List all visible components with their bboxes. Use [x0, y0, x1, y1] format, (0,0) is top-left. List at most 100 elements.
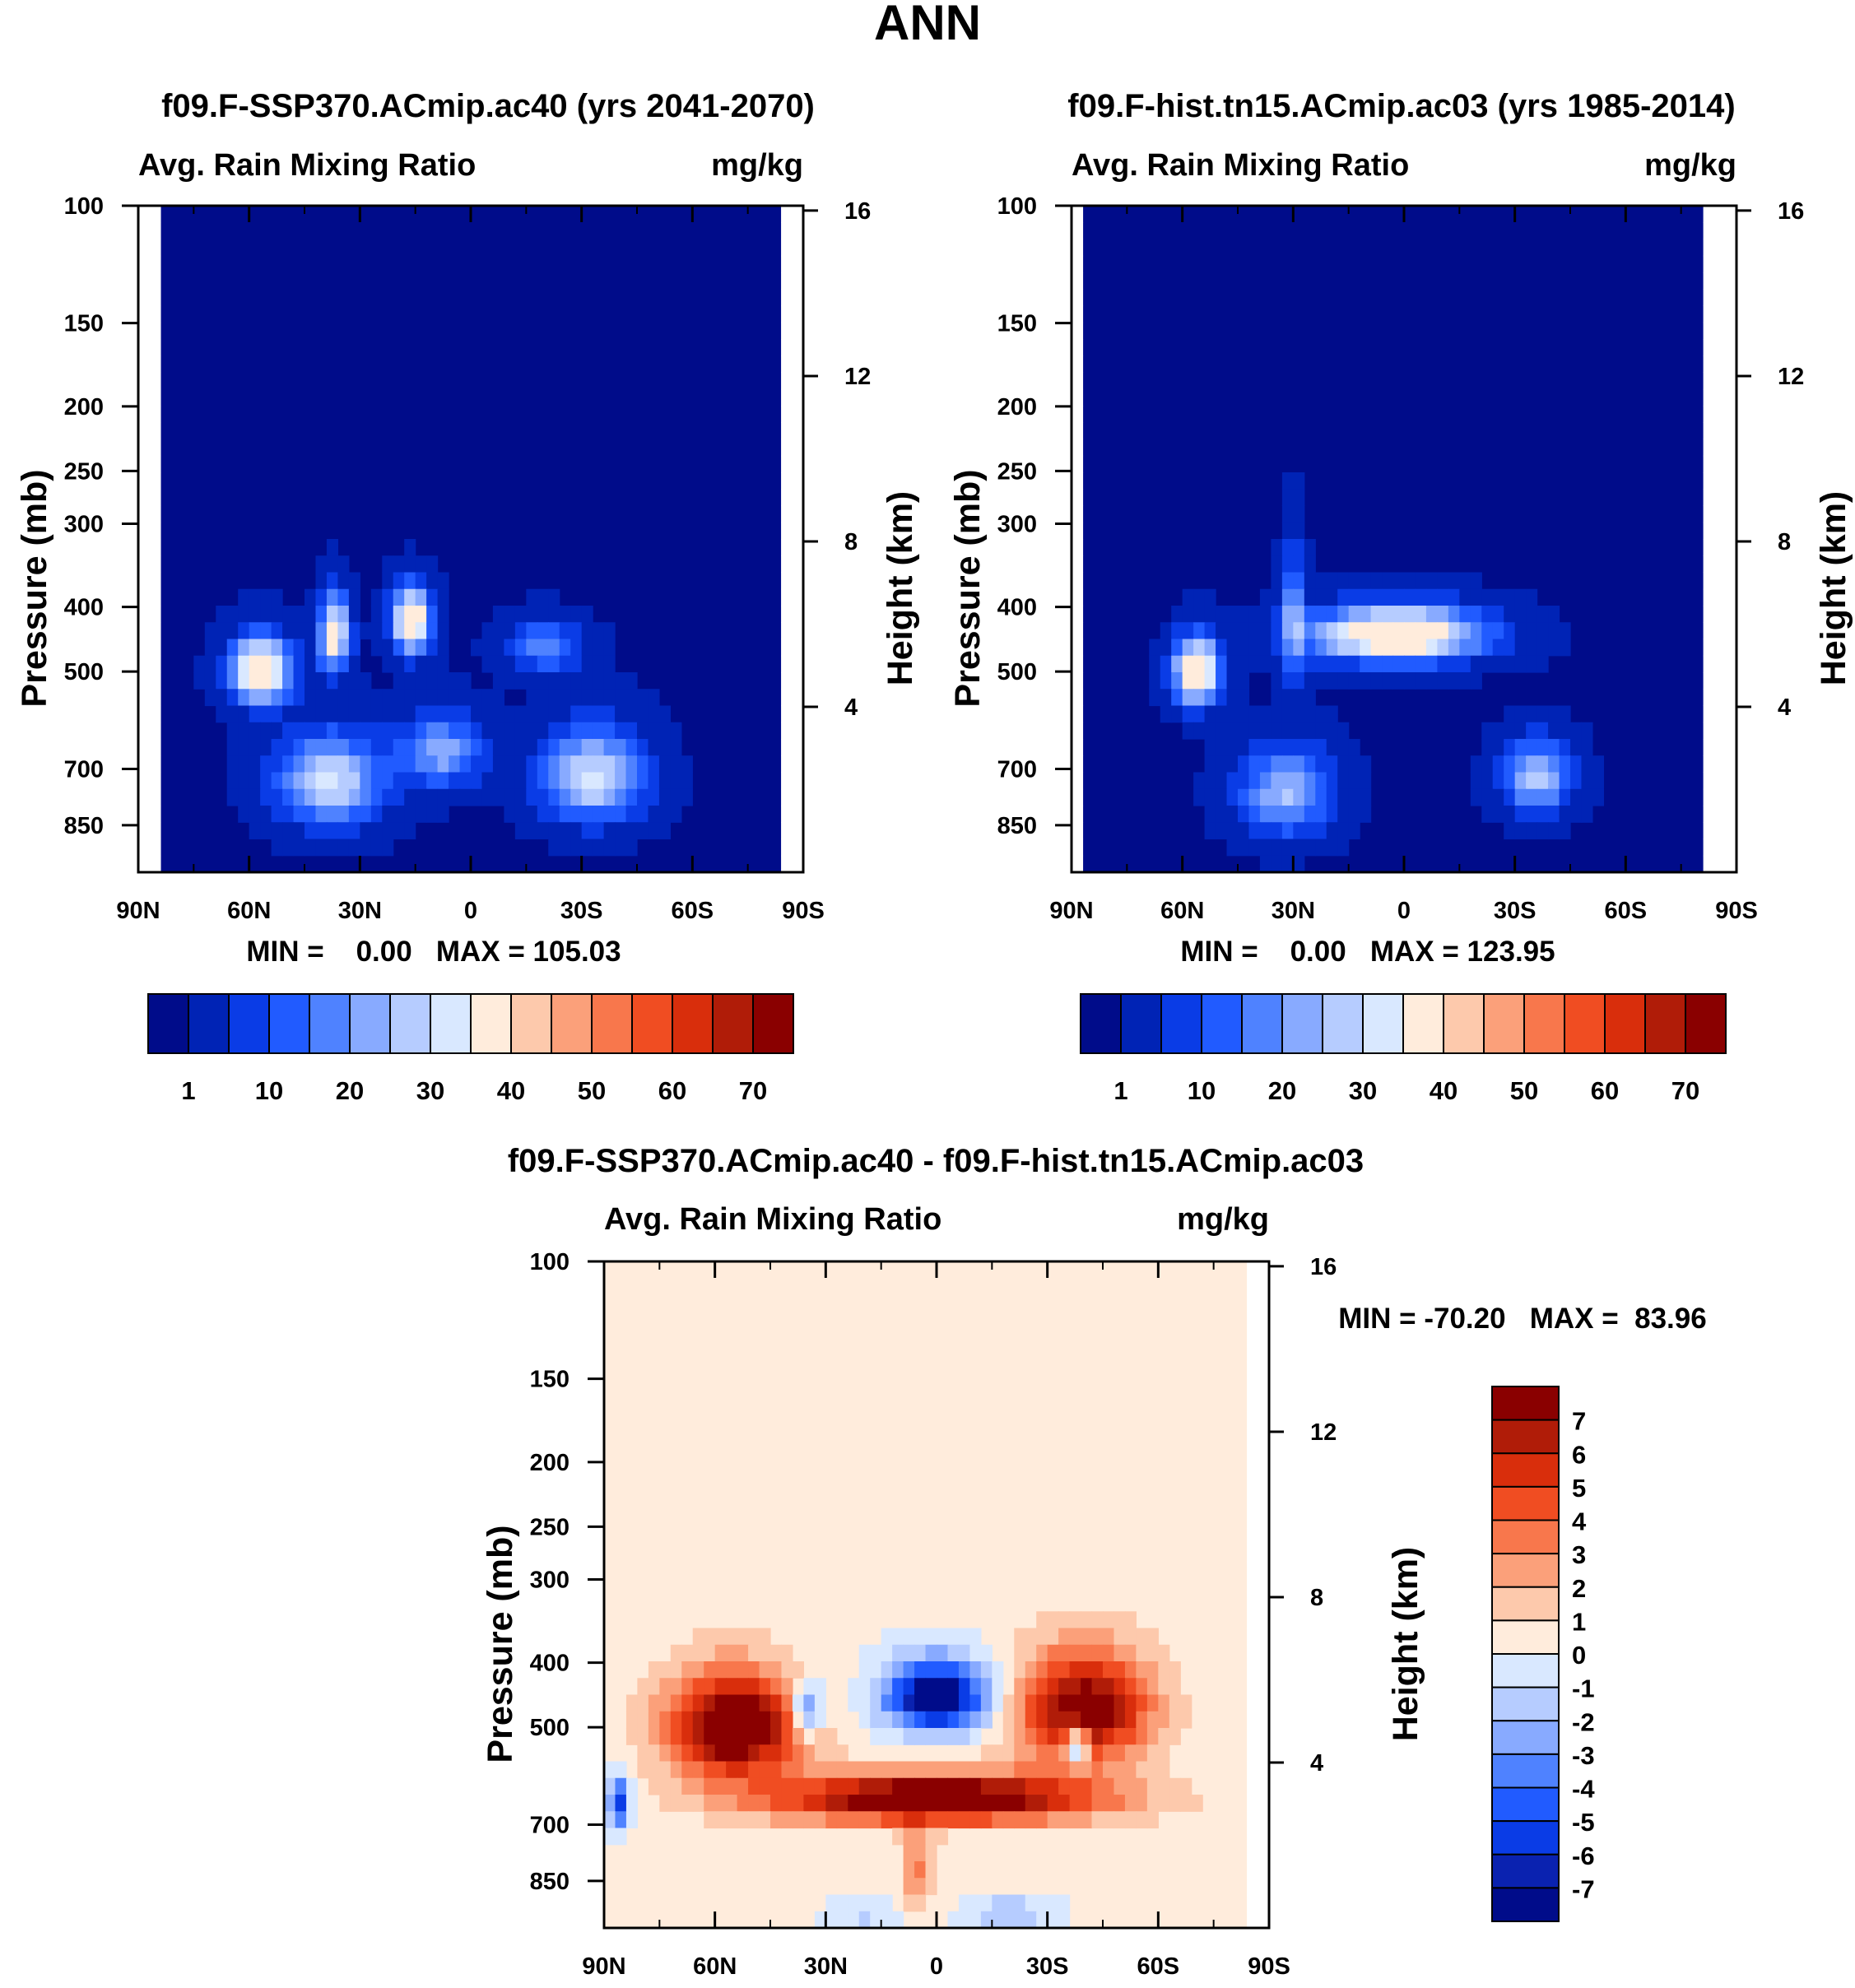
heatmap-cell [426, 705, 439, 723]
heatmap-cell [1247, 1428, 1259, 1446]
heatmap-cell [603, 822, 616, 840]
heatmap-cell [770, 1694, 783, 1712]
heatmap-cell [437, 739, 449, 756]
heatmap-cell [1459, 588, 1471, 606]
heatmap-cell [138, 255, 151, 273]
heatmap-cell [1103, 1761, 1115, 1779]
heatmap-cell [138, 305, 151, 323]
heatmap-cell [925, 1795, 937, 1812]
heatmap-cell [1725, 305, 1737, 323]
heatmap-cell [1581, 788, 1593, 806]
heatmap-cell [481, 755, 494, 773]
heatmap-cell [570, 822, 583, 840]
x-tick-label: 90N [582, 1953, 625, 1980]
heatmap-cell [315, 572, 328, 590]
heatmap-cell [980, 1894, 993, 1912]
y2-tick-label: 4 [1310, 1750, 1323, 1777]
heatmap-cell [1360, 588, 1372, 606]
heatmap-cell [1725, 355, 1737, 374]
heatmap-cell [892, 1761, 904, 1779]
heatmap-cell [481, 639, 494, 657]
heatmap-cell [1247, 1577, 1259, 1596]
heatmap-cell [1113, 1728, 1126, 1745]
heatmap-cell [1425, 588, 1438, 606]
heatmap-cell [1348, 655, 1360, 673]
heatmap-cell [1293, 555, 1305, 574]
heatmap-cell [1281, 838, 1294, 857]
heatmap-cell [1014, 1777, 1026, 1795]
heatmap-cell [1725, 588, 1737, 606]
heatmap-cell [648, 755, 660, 773]
heatmap-cell [681, 1644, 694, 1662]
heatmap-cell [781, 555, 793, 574]
heatmap-cell [1360, 788, 1372, 806]
heatmap-cell [1481, 788, 1494, 806]
colorbar-label: 40 [497, 1076, 525, 1105]
heatmap-cell [925, 1694, 937, 1712]
heatmap-cell [1481, 588, 1494, 606]
heatmap-cell [914, 1878, 927, 1896]
y-tick-label: 500 [530, 1715, 570, 1741]
heatmap-cell [393, 722, 405, 740]
heatmap-cell [947, 1911, 960, 1929]
heatmap-cell [282, 806, 295, 823]
heatmap-cell [1714, 806, 1727, 823]
heatmap-cell [471, 739, 483, 756]
heatmap-cell [1259, 722, 1272, 740]
heatmap-cell [737, 1728, 749, 1745]
heatmap-cell [659, 1744, 672, 1763]
heatmap-cell [1703, 255, 1715, 273]
heatmap-cell [858, 1694, 871, 1712]
heatmap-cell [625, 1728, 638, 1745]
heatmap-cell [1238, 606, 1250, 623]
heatmap-cell [914, 1628, 927, 1646]
heatmap-cell [504, 772, 516, 790]
heatmap-cell [293, 639, 305, 657]
heatmap-cell [1293, 655, 1305, 673]
heatmap-cell [881, 1911, 893, 1929]
x-tick-label: 30S [1026, 1953, 1069, 1980]
heatmap-cell [947, 1694, 960, 1712]
heatmap-cell [548, 639, 560, 657]
heatmap-cell [858, 1811, 871, 1829]
heatmap-cell [305, 606, 317, 623]
heatmap-cell [226, 705, 239, 723]
heatmap-cell [958, 1661, 970, 1679]
heatmap-cell [1537, 639, 1549, 657]
heatmap-cell [1182, 705, 1194, 723]
colorbar-box [1491, 1586, 1560, 1622]
heatmap-cell [305, 689, 317, 707]
heatmap-cell [759, 1777, 771, 1795]
heatmap-cell [504, 806, 516, 823]
heatmap-cell [260, 672, 272, 690]
heatmap-cell [848, 1678, 860, 1696]
heatmap-cell [1315, 588, 1327, 606]
heatmap-cell [1072, 788, 1084, 806]
heatmap-cell [692, 1661, 704, 1679]
heatmap-cell [726, 1661, 738, 1679]
heatmap-cell [415, 622, 427, 640]
heatmap-cell [1514, 806, 1527, 823]
heatmap-cell [393, 572, 405, 590]
heatmap-cell [1326, 672, 1338, 690]
heatmap-cell [658, 739, 671, 756]
heatmap-cell [937, 1661, 949, 1679]
heatmap-cell [792, 472, 804, 490]
heatmap-cell [271, 739, 283, 756]
heatmap-cell [625, 838, 638, 857]
heatmap-cell [1258, 1577, 1270, 1596]
heatmap-cell [881, 1728, 893, 1745]
heatmap-cell [1404, 606, 1416, 623]
heatmap-cell [1281, 722, 1294, 740]
heatmap-cell [1526, 606, 1538, 623]
heatmap-cell [526, 722, 538, 740]
heatmap-cell [1570, 722, 1583, 740]
heatmap-cell [892, 1795, 904, 1812]
heatmap-cell [615, 1828, 627, 1846]
heatmap-cell [1703, 505, 1715, 523]
heatmap-cell [226, 722, 239, 740]
heatmap-cell [1091, 1795, 1104, 1812]
heatmap-cell [360, 772, 372, 790]
heatmap-cell [1415, 639, 1427, 657]
heatmap-cell [781, 222, 793, 240]
